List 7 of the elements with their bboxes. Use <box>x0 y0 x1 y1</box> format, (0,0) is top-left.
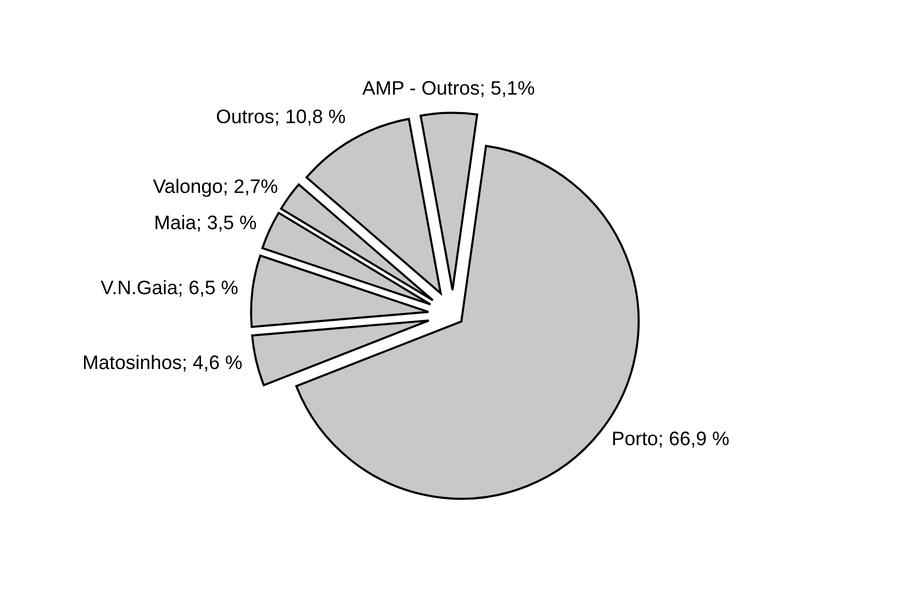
slice-label: Valongo; 2,7% <box>153 178 278 197</box>
slice-label: V.N.Gaia; 6,5 % <box>100 280 238 297</box>
slice-label: Maia; 3,5 % <box>156 215 256 232</box>
slice-label: AMP - Outros; 5,1% <box>362 81 534 98</box>
slice-label: Outros; 10,8 % <box>216 110 345 126</box>
slice-label: Porto; 66,9 % <box>613 432 729 448</box>
slice-label: Matosinhos; 4,6 % <box>84 354 242 372</box>
